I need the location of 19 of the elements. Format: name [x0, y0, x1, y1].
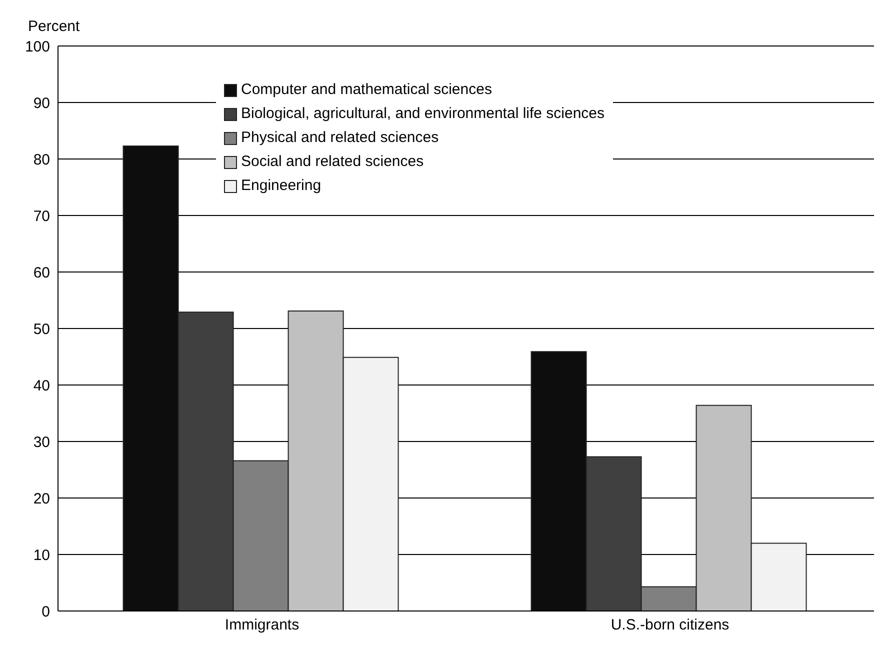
legend-label: Engineering — [241, 176, 322, 196]
legend-label: Biological, agricultural, and environmental life sciences — [241, 104, 605, 124]
y-tick-label: 90 — [33, 94, 50, 112]
y-tick-label: 70 — [33, 208, 50, 225]
legend-label: Physical and related sciences — [241, 128, 439, 148]
y-tick-label: 30 — [33, 434, 50, 451]
y-tick-label: 100 — [24, 38, 50, 56]
y-axis-title: Percent — [28, 18, 80, 35]
y-tick-label: 60 — [33, 264, 50, 282]
y-tick-label: 40 — [33, 377, 50, 394]
y-tick-label: 50 — [33, 320, 50, 338]
x-tick-label: Immigrants — [224, 616, 300, 634]
y-tick-label: 10 — [33, 546, 50, 564]
y-tick-label: 80 — [33, 151, 50, 168]
y-tick-label: 0 — [42, 603, 50, 620]
legend-label: Social and related sciences — [241, 152, 424, 172]
x-tick-label: U.S.-born citizens — [610, 616, 730, 634]
legend-label: Computer and mathematical sciences — [241, 80, 492, 100]
y-tick-label: 20 — [33, 490, 50, 508]
